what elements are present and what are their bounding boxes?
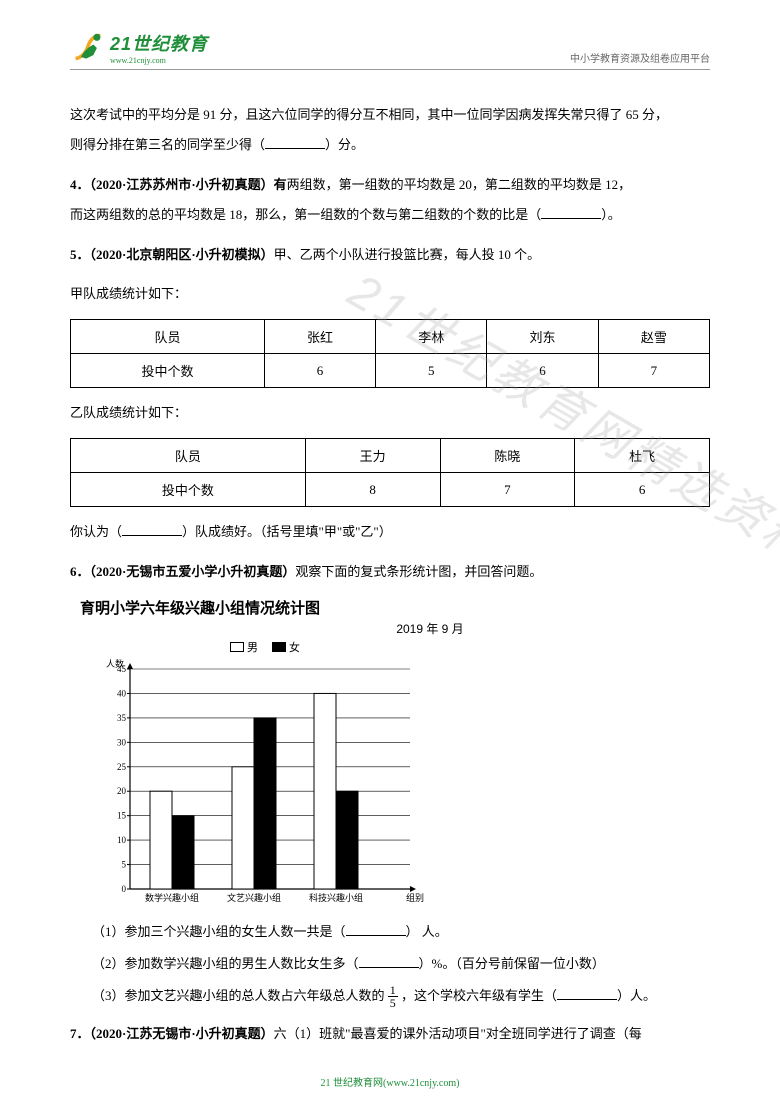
q4-text: 4．（2020·江苏苏州市·小升初真题）有两组数，第一组数的平均数是 20，第二… [70, 170, 710, 230]
svg-text:45: 45 [117, 664, 127, 674]
text: 甲、乙两个小队进行投篮比赛，每人投 10 个。 [274, 247, 541, 262]
text: 六（1）班就"最喜爱的课外活动项目"对全班同学进行了调查（每 [274, 1026, 642, 1041]
table-team-a: 队员 张红 李林 刘东 赵雪 投中个数 6 5 6 7 [70, 319, 710, 388]
svg-text:20: 20 [117, 786, 127, 796]
svg-text:10: 10 [117, 835, 127, 845]
q6-sub1: （1）参加三个兴趣小组的女生人数一共是（ ） 人。 [92, 917, 710, 947]
logo-main-text: 21世纪教育 [110, 30, 208, 56]
text: ，这个学校六年级有学生（ [401, 988, 557, 1003]
svg-text:数学兴趣小组: 数学兴趣小组 [145, 892, 199, 903]
blank-input[interactable] [346, 935, 406, 936]
chart-date: 2019 年 9 月 [150, 620, 710, 637]
cell: 6 [487, 354, 598, 388]
logo-block: 21世纪教育 www.21cnjy.com [70, 30, 208, 65]
text: 观察下面的复式条形统计图，并回答问题。 [295, 564, 542, 579]
cell: 队员 [71, 320, 265, 354]
q-intro-text: 这次考试中的平均分是 91 分，且这六位同学的得分互不相同，其中一位同学因病发挥… [70, 100, 710, 160]
text: ）队成绩好。（括号里填"甲"或"乙"） [182, 524, 392, 539]
cell: 7 [598, 354, 709, 388]
cell: 杜飞 [575, 439, 710, 473]
q5-text: 5．（2020·北京朝阳区·小升初模拟）甲、乙两个小队进行投篮比赛，每人投 10… [70, 240, 710, 270]
text: ）%。（百分号前保留一位小数） [419, 956, 605, 971]
cell: 张红 [264, 320, 375, 354]
runner-icon [70, 32, 106, 64]
bar-chart-svg: 人数051015202530354045数学兴趣小组文艺兴趣小组科技兴趣小组组别 [95, 657, 425, 917]
page-footer: 21 世纪教育网(www.21cnjy.com) [0, 1074, 780, 1089]
text: ）人。 [617, 988, 656, 1003]
legend-swatch-female [272, 642, 286, 652]
q5-caption-b: 乙队成绩统计如下： [70, 398, 710, 428]
text: 你认为（ [70, 524, 122, 539]
text: ）分。 [325, 137, 364, 152]
q6-text: 6．（2020·无锡市五爱小学小升初真题）观察下面的复式条形统计图，并回答问题。 [70, 557, 710, 587]
legend-swatch-male [230, 642, 244, 652]
cell: 7 [440, 473, 575, 507]
cell: 6 [575, 473, 710, 507]
table-row: 投中个数 8 7 6 [71, 473, 710, 507]
svg-text:30: 30 [117, 737, 127, 747]
fraction: 1 5 [388, 984, 398, 1009]
chart-title: 育明小学六年级兴趣小组情况统计图 [80, 597, 710, 618]
q5-caption-a: 甲队成绩统计如下： [70, 279, 710, 309]
blank-input[interactable] [265, 148, 325, 149]
q4-prefix: 4．（2020·江苏苏州市·小升初真题）有 [70, 177, 287, 192]
q5-prefix: 5．（2020·北京朝阳区·小升初模拟） [70, 247, 274, 262]
table-row: 队员 张红 李林 刘东 赵雪 [71, 320, 710, 354]
q7-text: 7．（2020·江苏无锡市·小升初真题）六（1）班就"最喜爱的课外活动项目"对全… [70, 1019, 710, 1049]
legend-female: 女 [272, 639, 300, 655]
text: 这次考试中的平均分是 91 分，且这六位同学的得分互不相同，其中一位同学因病发挥… [70, 107, 668, 122]
text: ） 人。 [406, 924, 448, 939]
text: 两组数，第一组数的平均数是 20，第二组数的平均数是 12， [287, 177, 632, 192]
bar-chart: 人数051015202530354045数学兴趣小组文艺兴趣小组科技兴趣小组组别 [95, 657, 425, 917]
q6-sub3: （3）参加文艺兴趣小组的总人数占六年级总人数的 1 5 ，这个学校六年级有学生（… [92, 981, 710, 1011]
fraction-den: 5 [388, 997, 398, 1009]
page-header: 21世纪教育 www.21cnjy.com 中小学教育资源及组卷应用平台 [70, 30, 710, 70]
cell: 队员 [71, 439, 306, 473]
cell: 6 [264, 354, 375, 388]
cell: 李林 [376, 320, 487, 354]
logo-sub-text: www.21cnjy.com [110, 56, 208, 65]
svg-text:5: 5 [122, 860, 127, 870]
blank-input[interactable] [557, 999, 617, 1000]
svg-text:40: 40 [117, 688, 127, 698]
svg-text:科技兴趣小组: 科技兴趣小组 [309, 892, 363, 903]
blank-input[interactable] [122, 535, 182, 536]
svg-text:35: 35 [117, 713, 127, 723]
svg-text:文艺兴趣小组: 文艺兴趣小组 [227, 892, 281, 903]
q7-prefix: 7．（2020·江苏无锡市·小升初真题） [70, 1026, 274, 1041]
text: ）。 [601, 207, 621, 222]
cell: 陈晓 [440, 439, 575, 473]
text: 而这两组数的总的平均数是 18，那么，第一组数的个数与第二组数的个数的比是（ [70, 207, 541, 222]
legend-label: 女 [289, 639, 300, 655]
cell: 8 [305, 473, 440, 507]
q6-sub2: （2）参加数学兴趣小组的男生人数比女生多（ ）%。（百分号前保留一位小数） [92, 949, 710, 979]
svg-text:0: 0 [122, 884, 127, 894]
q5-conclude: 你认为（ ）队成绩好。（括号里填"甲"或"乙"） [70, 517, 710, 547]
blank-input[interactable] [541, 218, 601, 219]
cell: 王力 [305, 439, 440, 473]
cell: 投中个数 [71, 473, 306, 507]
svg-text:25: 25 [117, 762, 127, 772]
q6-prefix: 6．（2020·无锡市五爱小学小升初真题） [70, 564, 295, 579]
svg-text:组别: 组别 [406, 892, 424, 903]
chart-legend: 男 女 [230, 639, 710, 655]
page-root: 21世纪教育 www.21cnjy.com 中小学教育资源及组卷应用平台 这次考… [0, 0, 780, 1079]
text: 则得分排在第三名的同学至少得（ [70, 137, 265, 152]
cell: 赵雪 [598, 320, 709, 354]
table-row: 投中个数 6 5 6 7 [71, 354, 710, 388]
cell: 刘东 [487, 320, 598, 354]
legend-label: 男 [247, 639, 258, 655]
table-row: 队员 王力 陈晓 杜飞 [71, 439, 710, 473]
text: （2）参加数学兴趣小组的男生人数比女生多（ [92, 956, 359, 971]
cell: 投中个数 [71, 354, 265, 388]
blank-input[interactable] [359, 967, 419, 968]
header-subtitle: 中小学教育资源及组卷应用平台 [570, 50, 710, 65]
svg-text:15: 15 [117, 811, 127, 821]
text: （3）参加文艺兴趣小组的总人数占六年级总人数的 [92, 988, 385, 1003]
cell: 5 [376, 354, 487, 388]
table-team-b: 队员 王力 陈晓 杜飞 投中个数 8 7 6 [70, 438, 710, 507]
text: （1）参加三个兴趣小组的女生人数一共是（ [92, 924, 346, 939]
chart-section: 育明小学六年级兴趣小组情况统计图 2019 年 9 月 男 女 人数051015… [70, 597, 710, 917]
legend-male: 男 [230, 639, 258, 655]
